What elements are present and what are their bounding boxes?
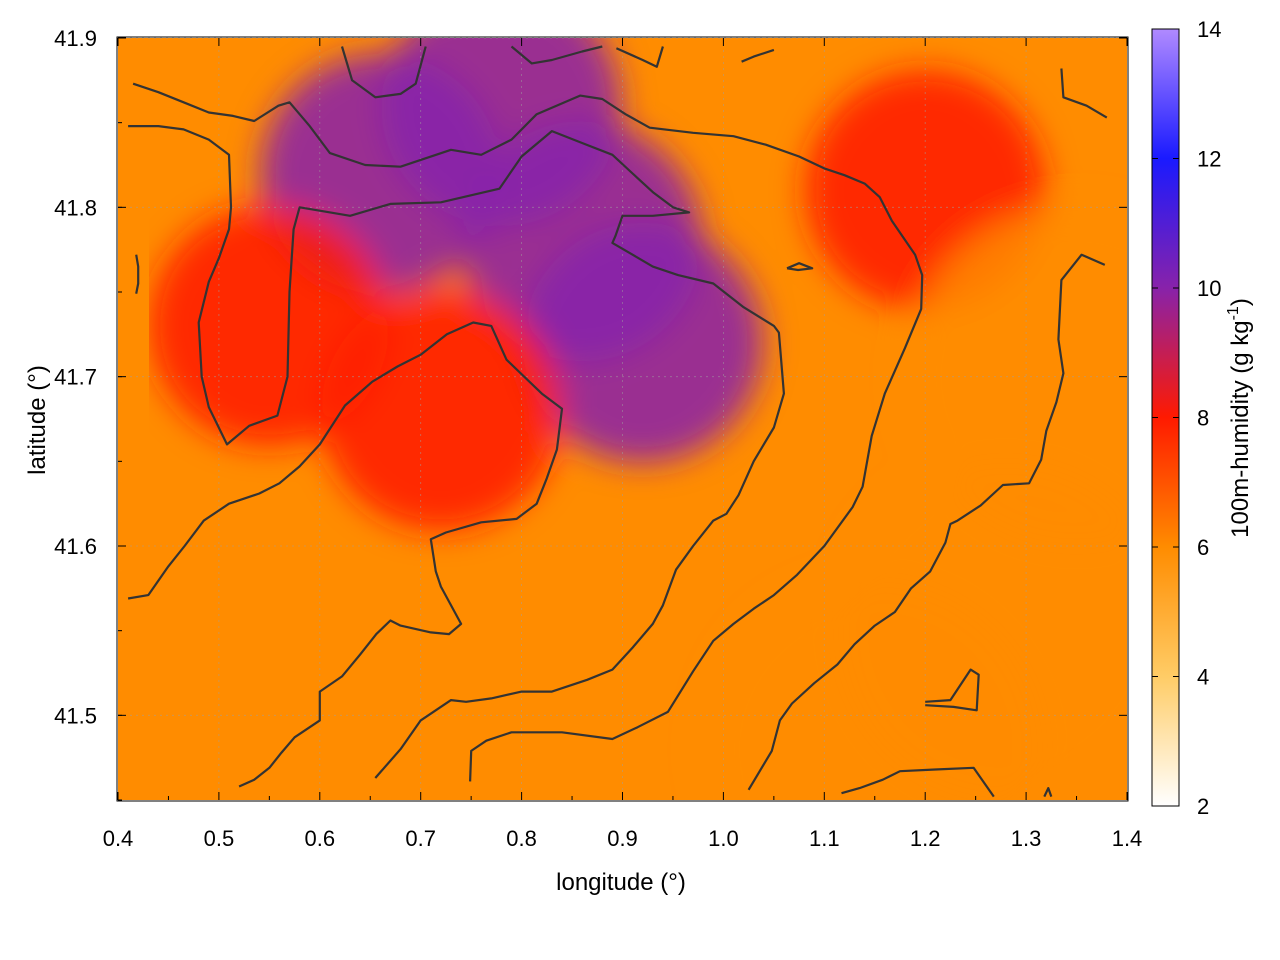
plot-frame — [116, 36, 1129, 802]
colorbar-title-main: 100m-humidity (g kg — [1227, 320, 1254, 537]
contour-line — [747, 253, 1106, 791]
x-tick-label: 1.4 — [1112, 826, 1143, 851]
x-axis-title: longitude (°) — [556, 869, 686, 896]
contour-line — [1060, 68, 1108, 119]
colorbar-tick-label: 10 — [1197, 276, 1221, 301]
colorbar-tick-label: 2 — [1197, 794, 1209, 819]
contour-lines — [127, 45, 1108, 798]
y-axis-ticks: 41.5 41.6 41.7 41.8 41.9 — [54, 26, 1127, 801]
contour-line — [135, 254, 140, 294]
contour-line — [340, 46, 427, 99]
x-tick-label: 0.6 — [305, 826, 336, 851]
x-tick-label: 0.5 — [204, 826, 235, 851]
y-tick-label: 41.9 — [54, 26, 97, 51]
colorbar-tick-label: 6 — [1197, 535, 1209, 560]
contour-line — [841, 766, 995, 798]
colorbar-tick-label: 4 — [1197, 665, 1209, 690]
contour-line — [925, 668, 980, 712]
y-tick-label: 41.6 — [54, 534, 97, 559]
x-tick-label: 1.3 — [1011, 826, 1042, 851]
contour-line — [615, 46, 664, 68]
x-tick-label: 0.7 — [405, 826, 436, 851]
x-tick-label: 1.2 — [910, 826, 941, 851]
y-tick-label: 41.7 — [54, 365, 97, 390]
y-axis-title: latitude (°) — [24, 365, 51, 475]
x-tick-label: 0.9 — [607, 826, 638, 851]
dry-blob — [906, 206, 1127, 547]
colorbar-title-end: ) — [1227, 298, 1254, 306]
contour-line — [1043, 786, 1053, 798]
colorbar-title: 100m-humidity (g kg-1) — [1225, 298, 1254, 538]
x-tick-label: 0.8 — [506, 826, 537, 851]
contour-line — [128, 124, 786, 779]
y-tick-label: 41.8 — [54, 195, 97, 220]
contour-line — [741, 48, 775, 63]
x-tick-label: 1.1 — [809, 826, 840, 851]
dry-blob — [704, 579, 1045, 800]
moist-blob — [522, 222, 763, 463]
moist-blob — [149, 205, 390, 446]
x-axis-ticks: 0.4 0.5 0.6 0.7 0.8 0.9 1.0 1.1 1.2 1.3 1.4 — [103, 38, 1143, 851]
colorbar-ticks: 2 4 6 8 10 12 14 — [1152, 17, 1221, 819]
contour-line — [127, 321, 564, 788]
colorbar-title-superscript: -1 — [1225, 306, 1242, 320]
contour-line — [786, 262, 814, 272]
x-tick-label: 0.4 — [103, 826, 134, 851]
y-tick-label: 41.5 — [54, 703, 97, 728]
colorbar-tick-label: 12 — [1197, 147, 1221, 172]
x-tick-label: 1.0 — [708, 826, 739, 851]
contour-line — [132, 82, 924, 782]
colorbar-tick-label: 14 — [1197, 17, 1221, 42]
colorbar-tick-label: 8 — [1197, 406, 1209, 431]
contour-line — [510, 45, 603, 65]
humidity-field — [118, 38, 1127, 800]
